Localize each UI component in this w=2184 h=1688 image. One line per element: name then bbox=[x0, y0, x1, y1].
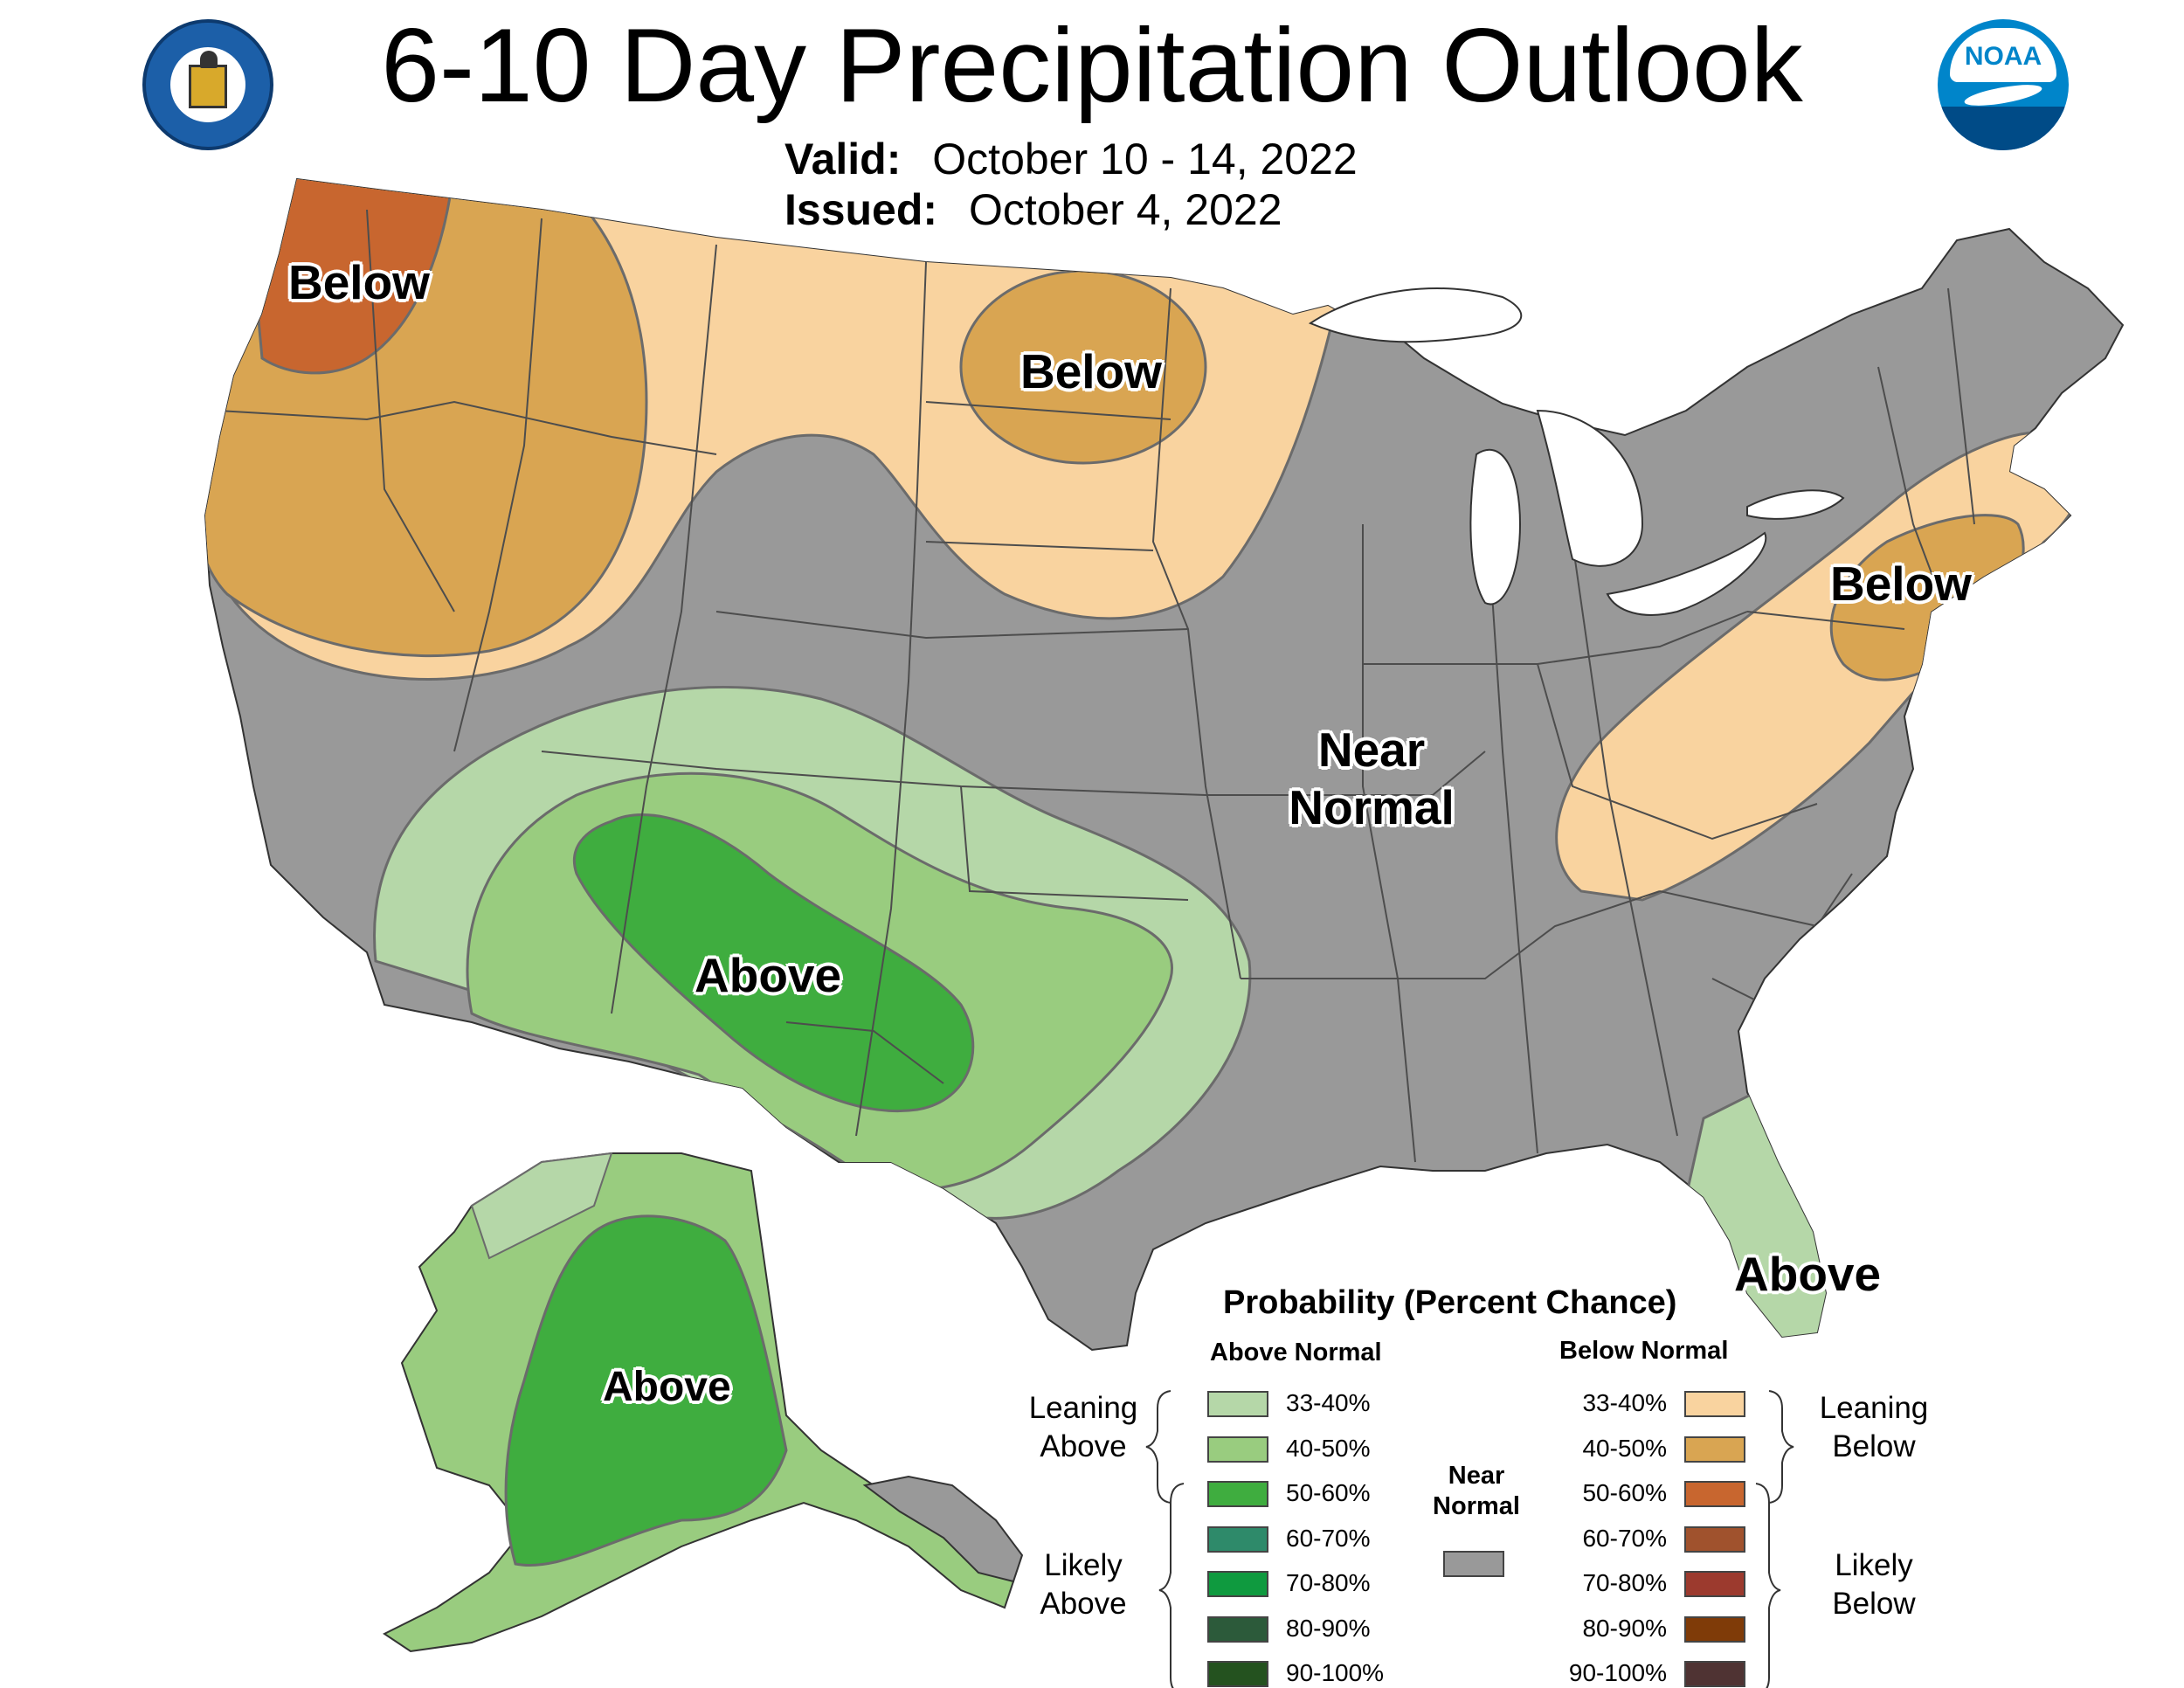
legend-above-swatch bbox=[1207, 1571, 1268, 1597]
legend-near-normal-line1: Near bbox=[1448, 1462, 1505, 1490]
label-near-normal-line2: Normal bbox=[1289, 780, 1455, 834]
department-of-commerce-seal bbox=[142, 19, 273, 150]
page-title: 6-10 Day Precipitation Outlook bbox=[381, 7, 1803, 124]
legend-above-swatch bbox=[1207, 1391, 1268, 1417]
alaska-northwest-leaning-above-area bbox=[470, 1152, 613, 1260]
legend-likely-above-caption: Likely Above bbox=[1013, 1546, 1153, 1623]
legend-above-label: 80-90% bbox=[1286, 1615, 1371, 1642]
legend-below-heading: Below Normal bbox=[1559, 1337, 1729, 1365]
legend-below-swatch bbox=[1684, 1661, 1745, 1687]
legend-likely-above-line1: Likely bbox=[1044, 1548, 1123, 1582]
state-boundaries bbox=[218, 209, 1975, 1163]
legend-leaning-above-line2: Above bbox=[1040, 1429, 1127, 1463]
valid-label: Valid: bbox=[784, 135, 902, 183]
legend-above-label: 70-80% bbox=[1286, 1569, 1371, 1596]
label-northern-plains-below: Below bbox=[1020, 344, 1162, 398]
legend-below-label: 60-70% bbox=[1582, 1525, 1667, 1552]
legend-above-label: 40-50% bbox=[1286, 1435, 1371, 1462]
southwest-above-50-60-area bbox=[572, 813, 975, 1112]
legend-near-normal-caption: Near Normal bbox=[1420, 1461, 1533, 1522]
brace-leaning-below bbox=[1768, 1390, 1794, 1504]
legend-leaning-below-line1: Leaning bbox=[1819, 1391, 1929, 1425]
legend-above-label: 50-60% bbox=[1286, 1479, 1371, 1506]
legend-likely-above-line2: Above bbox=[1040, 1587, 1127, 1621]
legend-above-label: 90-100% bbox=[1286, 1659, 1385, 1686]
legend-above-swatch bbox=[1207, 1661, 1268, 1687]
legend-below-swatch bbox=[1684, 1391, 1745, 1417]
legend-above-label: 60-70% bbox=[1286, 1525, 1371, 1552]
legend-below-swatch bbox=[1684, 1571, 1745, 1597]
legend-above-label: 33-40% bbox=[1286, 1389, 1371, 1416]
label-northeast-below: Below bbox=[1830, 557, 1972, 611]
legend-above-swatch bbox=[1207, 1526, 1268, 1553]
alaska-above-50-60-area bbox=[504, 1214, 788, 1567]
legend-below-swatch bbox=[1684, 1481, 1745, 1507]
noaa-logo: NOAA bbox=[1938, 19, 2069, 150]
alaska-panhandle bbox=[862, 1475, 1024, 1583]
legend-near-normal-line2: Normal bbox=[1433, 1492, 1520, 1520]
legend-below-swatch bbox=[1684, 1526, 1745, 1553]
valid-date: Valid: October 10 - 14, 2022 bbox=[784, 133, 1358, 185]
valid-value: October 10 - 14, 2022 bbox=[932, 135, 1358, 183]
noaa-logo-text: NOAA bbox=[1964, 42, 2042, 71]
legend-likely-below-caption: Likely Below bbox=[1804, 1546, 1944, 1623]
label-near-normal-line1: Near bbox=[1317, 723, 1426, 777]
legend-below-label: 33-40% bbox=[1582, 1389, 1667, 1416]
alaska bbox=[383, 1152, 1024, 1653]
label-alaska-above: Above bbox=[603, 1364, 731, 1410]
legend-leaning-below-caption: Leaning Below bbox=[1804, 1389, 1944, 1466]
great-lakes bbox=[1308, 287, 1845, 616]
legend-below-label: 40-50% bbox=[1582, 1435, 1667, 1462]
label-southwest-above: Above bbox=[695, 948, 842, 1002]
brace-likely-below bbox=[1755, 1483, 1781, 1688]
legend-below-swatch bbox=[1684, 1436, 1745, 1463]
brace-likely-above bbox=[1158, 1483, 1185, 1688]
legend-near-normal-swatch bbox=[1443, 1551, 1504, 1577]
issued-date: Issued: October 4, 2022 bbox=[784, 183, 1282, 236]
issued-label: Issued: bbox=[784, 185, 938, 234]
legend-leaning-below-line2: Below bbox=[1832, 1429, 1916, 1463]
issued-value: October 4, 2022 bbox=[968, 185, 1282, 234]
legend-likely-below-line1: Likely bbox=[1835, 1548, 1913, 1582]
legend-leaning-above-caption: Leaning Above bbox=[1013, 1389, 1153, 1466]
label-pacific-northwest-below: Below bbox=[288, 255, 430, 309]
legend-below-label: 50-60% bbox=[1582, 1479, 1667, 1506]
legend-above-heading: Above Normal bbox=[1210, 1339, 1382, 1366]
legend-below-label: 80-90% bbox=[1582, 1615, 1667, 1642]
legend-above-swatch bbox=[1207, 1481, 1268, 1507]
legend-below-swatch bbox=[1684, 1616, 1745, 1643]
label-near-normal: Near Normal bbox=[1284, 721, 1459, 836]
brace-leaning-above bbox=[1145, 1390, 1171, 1504]
legend-below-label: 70-80% bbox=[1582, 1569, 1667, 1596]
legend-likely-below-line2: Below bbox=[1832, 1587, 1916, 1621]
legend-title: Probability (Percent Chance) bbox=[1223, 1284, 1677, 1321]
legend-above-swatch bbox=[1207, 1616, 1268, 1643]
legend-below-label: 90-100% bbox=[1568, 1659, 1667, 1686]
label-florida-above: Above bbox=[1734, 1247, 1882, 1301]
legend-leaning-above-line1: Leaning bbox=[1028, 1391, 1138, 1425]
legend-above-swatch bbox=[1207, 1436, 1268, 1463]
